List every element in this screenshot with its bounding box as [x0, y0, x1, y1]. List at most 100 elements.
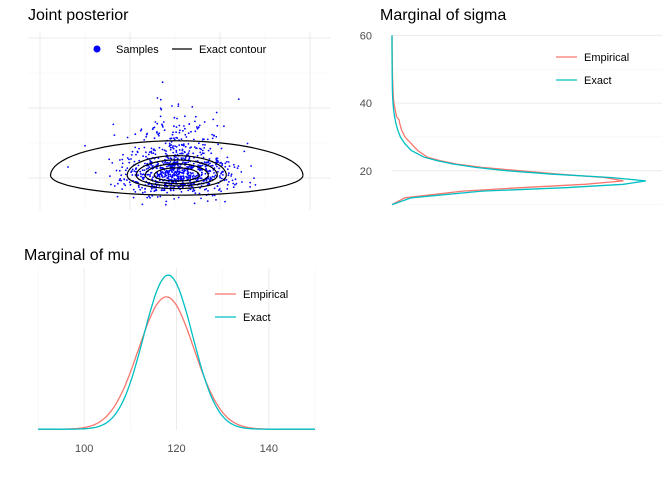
sample-point — [182, 129, 184, 132]
sample-point — [113, 185, 116, 187]
sigma-marginal-legend: Empirical Exact — [556, 52, 629, 87]
sample-point — [254, 184, 257, 186]
sample-point — [204, 188, 206, 191]
sample-point — [194, 192, 197, 195]
sample-point — [178, 149, 181, 151]
sample-point — [187, 161, 190, 164]
mu-line-exact — [38, 274, 315, 430]
sample-point — [182, 144, 185, 147]
sample-point — [177, 105, 180, 107]
sample-point — [175, 178, 177, 181]
sample-point — [138, 159, 141, 162]
sample-point — [167, 172, 170, 175]
sample-point — [128, 161, 131, 164]
sample-point — [161, 167, 164, 169]
sample-point — [173, 125, 175, 128]
sample-point — [167, 178, 170, 180]
sample-point — [145, 135, 148, 138]
sample-point — [169, 157, 172, 160]
sample-point — [213, 187, 216, 190]
sample-point — [151, 178, 154, 181]
sample-point — [223, 125, 225, 128]
sample-point — [138, 186, 140, 189]
sample-point — [193, 182, 195, 185]
sigma-y-tick-label: 60 — [360, 30, 372, 42]
mu-x-tick-label: 120 — [167, 443, 185, 455]
sample-point — [158, 146, 161, 149]
sample-point — [176, 160, 179, 163]
sample-point — [189, 147, 191, 149]
sample-point — [184, 169, 186, 172]
sample-point — [233, 166, 236, 169]
sample-point — [184, 151, 186, 154]
sample-point — [181, 181, 184, 184]
sample-point — [225, 160, 228, 163]
sample-point — [161, 81, 164, 84]
sigma-marginal-y-ticks: 20 40 60 — [360, 30, 372, 177]
sample-point — [110, 183, 112, 186]
sample-point — [201, 149, 204, 152]
sample-point — [226, 156, 229, 159]
sample-point — [218, 167, 221, 170]
sample-point — [175, 181, 178, 184]
contour-line — [135, 159, 218, 187]
sample-point — [138, 147, 140, 150]
sample-point — [149, 175, 151, 178]
sample-point — [176, 153, 179, 156]
sample-point — [173, 164, 176, 167]
sample-point — [134, 191, 137, 193]
sample-point — [161, 123, 163, 126]
sample-point — [220, 161, 222, 164]
sample-point — [159, 195, 162, 198]
sample-point — [167, 164, 170, 167]
sample-point — [173, 116, 176, 119]
sample-point — [194, 175, 196, 178]
sample-point — [200, 177, 203, 180]
sample-point — [175, 146, 178, 148]
sample-point — [246, 142, 249, 145]
sample-point — [193, 202, 196, 205]
sample-point — [215, 111, 218, 114]
legend-samples-dot — [93, 45, 101, 53]
sample-point — [131, 150, 134, 153]
sample-point — [216, 185, 219, 188]
sample-point — [214, 174, 217, 177]
sample-point — [166, 191, 169, 194]
sample-point — [211, 194, 214, 197]
sample-point — [168, 169, 171, 172]
sample-point — [202, 156, 205, 159]
sample-point — [184, 115, 186, 118]
sample-point — [169, 165, 172, 168]
sample-point — [159, 170, 162, 173]
sigma-y-tick-label: 40 — [360, 98, 372, 110]
sample-point — [141, 203, 144, 206]
sample-point — [188, 165, 191, 168]
sample-point — [161, 176, 164, 179]
sample-point — [139, 172, 142, 175]
sample-point — [179, 177, 182, 180]
sample-point — [137, 174, 140, 177]
sample-point — [195, 126, 198, 128]
sample-point — [175, 126, 178, 128]
sample-point — [228, 181, 230, 183]
sample-point — [177, 103, 180, 105]
sample-point — [199, 147, 201, 150]
sample-point — [158, 132, 161, 135]
sample-point — [187, 152, 190, 155]
sample-point — [249, 186, 252, 188]
sample-point — [119, 159, 121, 161]
sample-point — [172, 145, 175, 147]
sample-point — [160, 189, 163, 192]
sample-point — [159, 115, 162, 118]
sample-point — [163, 129, 166, 132]
sample-point — [217, 143, 220, 146]
sample-point — [208, 158, 211, 160]
sample-point — [156, 132, 158, 134]
sample-point — [200, 153, 203, 156]
sample-point — [170, 189, 172, 192]
sample-point — [203, 121, 206, 123]
sample-point — [249, 181, 252, 184]
sample-point — [130, 158, 132, 160]
sample-point — [182, 157, 184, 160]
sample-point — [206, 200, 209, 203]
